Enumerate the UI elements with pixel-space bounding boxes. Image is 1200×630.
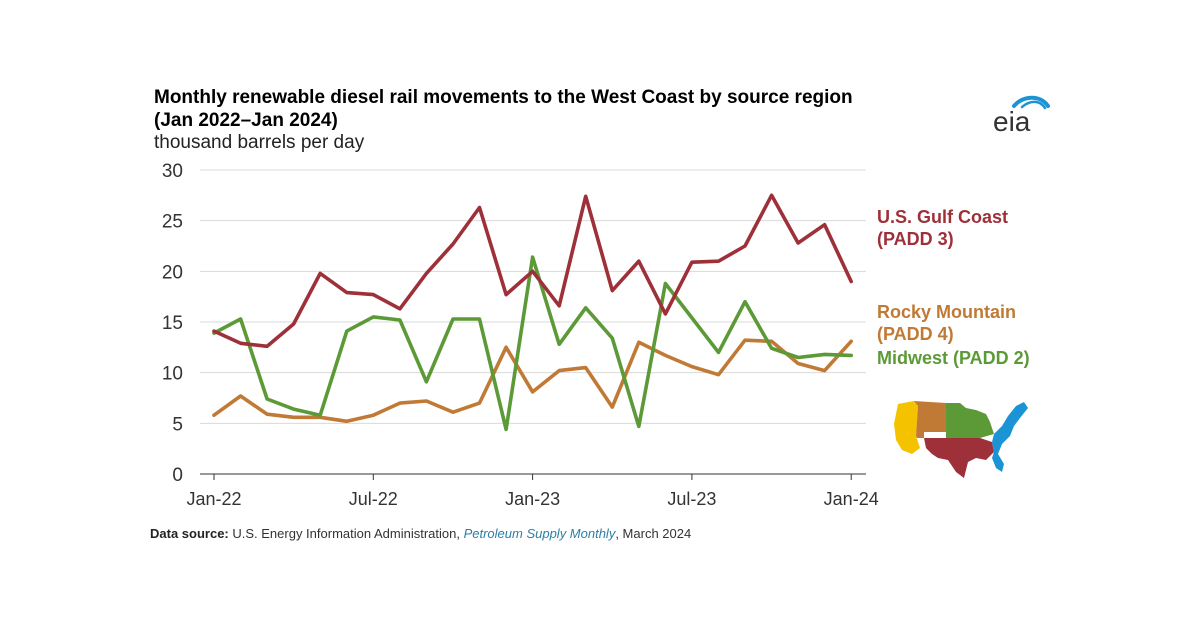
source-text-1: U.S. Energy Information Administration, xyxy=(228,526,464,541)
source-publication: Petroleum Supply Monthly xyxy=(463,526,616,541)
series-label-gulf-coast-line2: (PADD 3) xyxy=(877,229,954,249)
series-label-rocky-mountain-line1: Rocky Mountain xyxy=(877,302,1017,322)
source-prefix: Data source: xyxy=(150,526,229,541)
map-west-coast-region xyxy=(894,401,920,454)
x-tick-label: Jul-23 xyxy=(667,489,716,509)
series-label-midwest: Midwest (PADD 2) xyxy=(877,347,1030,369)
data-source-note: Data source: U.S. Energy Information Adm… xyxy=(150,526,691,541)
series-label-rocky-mountain-line2: (PADD 4) xyxy=(877,324,954,344)
y-tick-label: 20 xyxy=(162,262,183,283)
y-axis-unit-label: thousand barrels per day xyxy=(154,132,365,153)
map-east-coast-region xyxy=(992,402,1028,472)
y-tick-label: 5 xyxy=(172,414,183,435)
map-gulf-coast-region xyxy=(924,438,994,478)
y-tick-label: 30 xyxy=(162,161,183,182)
map-midwest-region xyxy=(946,403,994,438)
map-rocky-mountain-region xyxy=(914,401,946,438)
padd-regions-map-icon xyxy=(894,401,1028,478)
eia-logo: eia xyxy=(993,95,1050,136)
y-tick-label: 15 xyxy=(162,313,183,334)
logo-text: eia xyxy=(993,106,1031,136)
y-tick-label: 0 xyxy=(172,465,183,486)
chart-title-line1: Monthly renewable diesel rail movements … xyxy=(154,87,853,108)
chart-title: Monthly renewable diesel rail movements … xyxy=(154,86,954,132)
series-label-gulf-coast: U.S. Gulf Coast (PADD 3) xyxy=(877,206,1008,250)
y-tick-label: 25 xyxy=(162,212,183,233)
source-text-2: , March 2024 xyxy=(615,526,692,541)
x-tick-label: Jan-24 xyxy=(824,489,879,509)
series-label-midwest-line1: Midwest (PADD 2) xyxy=(877,348,1030,368)
series-line-1 xyxy=(212,338,854,424)
y-tick-label: 10 xyxy=(162,364,183,385)
x-tick-label: Jan-22 xyxy=(186,489,241,509)
series-label-gulf-coast-line1: U.S. Gulf Coast xyxy=(877,207,1009,227)
x-tick-label: Jul-22 xyxy=(349,489,398,509)
x-tick-label: Jan-23 xyxy=(505,489,560,509)
series-label-rocky-mountain: Rocky Mountain (PADD 4) xyxy=(877,301,1016,345)
series-line-2 xyxy=(212,255,854,432)
chart-title-line2: (Jan 2022–Jan 2024) xyxy=(154,110,338,131)
